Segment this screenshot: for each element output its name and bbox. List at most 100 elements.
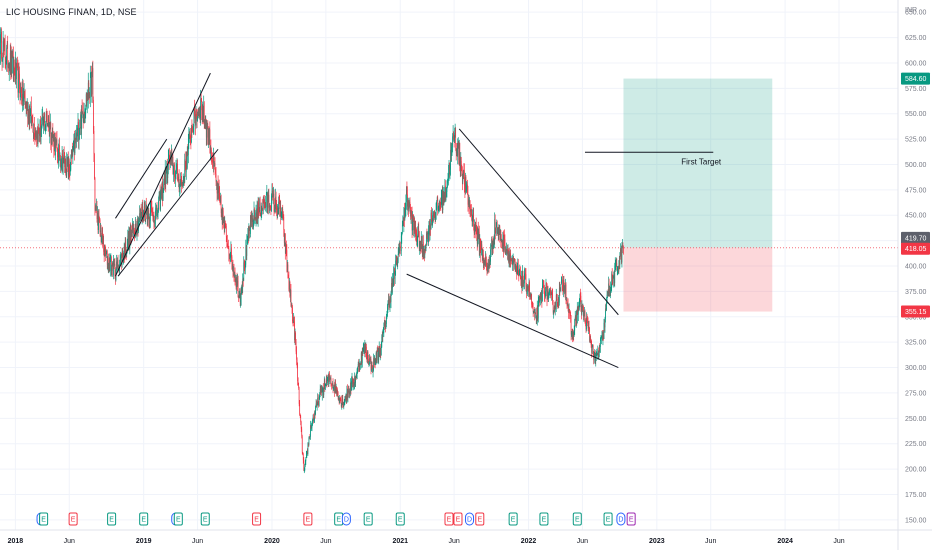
candle-body: [252, 218, 254, 228]
candle-body: [444, 185, 446, 203]
earnings-marker[interactable]: [626, 512, 636, 526]
earnings-marker[interactable]: [252, 512, 262, 526]
earnings-marker[interactable]: [453, 512, 463, 526]
candle-body: [347, 391, 349, 399]
dividend-marker[interactable]: [465, 512, 475, 526]
candle-body: [270, 205, 271, 208]
candle-body: [521, 277, 522, 284]
candle-body: [142, 206, 144, 218]
position-stop-zone[interactable]: [623, 247, 773, 312]
candle-body: [175, 170, 176, 179]
candle-body: [17, 67, 19, 93]
candle-body: [35, 130, 36, 137]
candle-body: [493, 239, 494, 247]
candle-body: [187, 146, 189, 155]
candle-body: [157, 214, 158, 216]
trendline[interactable]: [115, 138, 168, 219]
earnings-marker[interactable]: [303, 512, 313, 526]
candle-body: [483, 260, 485, 264]
candle-body: [587, 320, 588, 323]
earnings-marker[interactable]: [173, 512, 183, 526]
earnings-marker[interactable]: [508, 512, 518, 526]
candle-body: [224, 220, 226, 226]
earnings-marker[interactable]: [68, 512, 78, 526]
candle-body: [443, 192, 444, 205]
trendline[interactable]: [115, 72, 211, 277]
candle-body: [65, 159, 67, 173]
candle-body: [265, 195, 267, 208]
candle-body: [280, 207, 282, 218]
candle-body: [21, 87, 22, 99]
candle-body: [427, 232, 429, 243]
dividend-marker[interactable]: [341, 512, 351, 526]
candle-body: [47, 123, 49, 125]
candle-body: [165, 168, 167, 184]
candle-body: [541, 293, 543, 302]
candle-body: [283, 216, 285, 230]
candle-body: [616, 269, 618, 270]
candle-body: [183, 177, 185, 181]
earnings-marker[interactable]: [475, 512, 485, 526]
candle-body: [167, 169, 169, 179]
candle-body: [236, 277, 237, 288]
candle-body: [534, 310, 536, 318]
candle-body: [575, 313, 577, 327]
earnings-marker[interactable]: [107, 512, 117, 526]
candle-body: [299, 403, 301, 415]
candle-body: [522, 270, 524, 282]
candle-body: [87, 95, 89, 100]
earnings-marker[interactable]: [572, 512, 582, 526]
candle-body: [445, 195, 447, 201]
earnings-marker[interactable]: [444, 512, 454, 526]
candle-body: [188, 135, 190, 144]
candle-body: [16, 63, 17, 80]
candle-body: [202, 106, 204, 118]
candle-body: [383, 321, 385, 327]
dividend-marker[interactable]: [616, 512, 626, 526]
candle-body: [337, 391, 338, 394]
earnings-marker[interactable]: [395, 512, 405, 526]
candle-body: [365, 346, 367, 353]
candle-body: [233, 270, 235, 277]
candle-body: [56, 139, 57, 143]
candle-body: [484, 260, 485, 266]
candle-body: [499, 230, 501, 241]
candle-body: [309, 436, 310, 438]
candle-body: [154, 220, 156, 224]
earnings-marker[interactable]: [139, 512, 149, 526]
candle-body: [211, 150, 212, 157]
trendline[interactable]: [406, 273, 619, 369]
earnings-marker[interactable]: [39, 512, 49, 526]
candle-body: [304, 461, 306, 465]
candle-body: [317, 398, 318, 405]
trendline[interactable]: [458, 128, 619, 316]
candle-body: [478, 231, 480, 237]
candle-body: [33, 123, 35, 133]
position-target-zone[interactable]: [623, 78, 773, 248]
candle-body: [419, 241, 421, 247]
candle-body: [64, 157, 66, 168]
trendline[interactable]: [117, 148, 219, 277]
event-marker-label: D: [467, 517, 472, 524]
candle-body: [583, 306, 584, 317]
candle-body: [388, 299, 389, 305]
candle-body: [148, 210, 150, 222]
candle-body: [16, 63, 18, 66]
candle-body: [571, 333, 572, 335]
earnings-marker[interactable]: [603, 512, 613, 526]
candle-body: [592, 345, 594, 348]
candle-body: [381, 336, 383, 338]
x-tick-label: Jun: [448, 538, 459, 545]
candle-body: [439, 202, 441, 206]
candle-body: [471, 209, 472, 216]
candle-body: [228, 248, 230, 257]
earnings-marker[interactable]: [539, 512, 549, 526]
candle-body: [23, 96, 24, 101]
candle-body: [238, 297, 239, 298]
earnings-marker[interactable]: [363, 512, 373, 526]
candle-body: [314, 412, 315, 420]
candle-body: [251, 214, 253, 223]
earnings-marker[interactable]: [200, 512, 210, 526]
candle-body: [461, 170, 463, 182]
